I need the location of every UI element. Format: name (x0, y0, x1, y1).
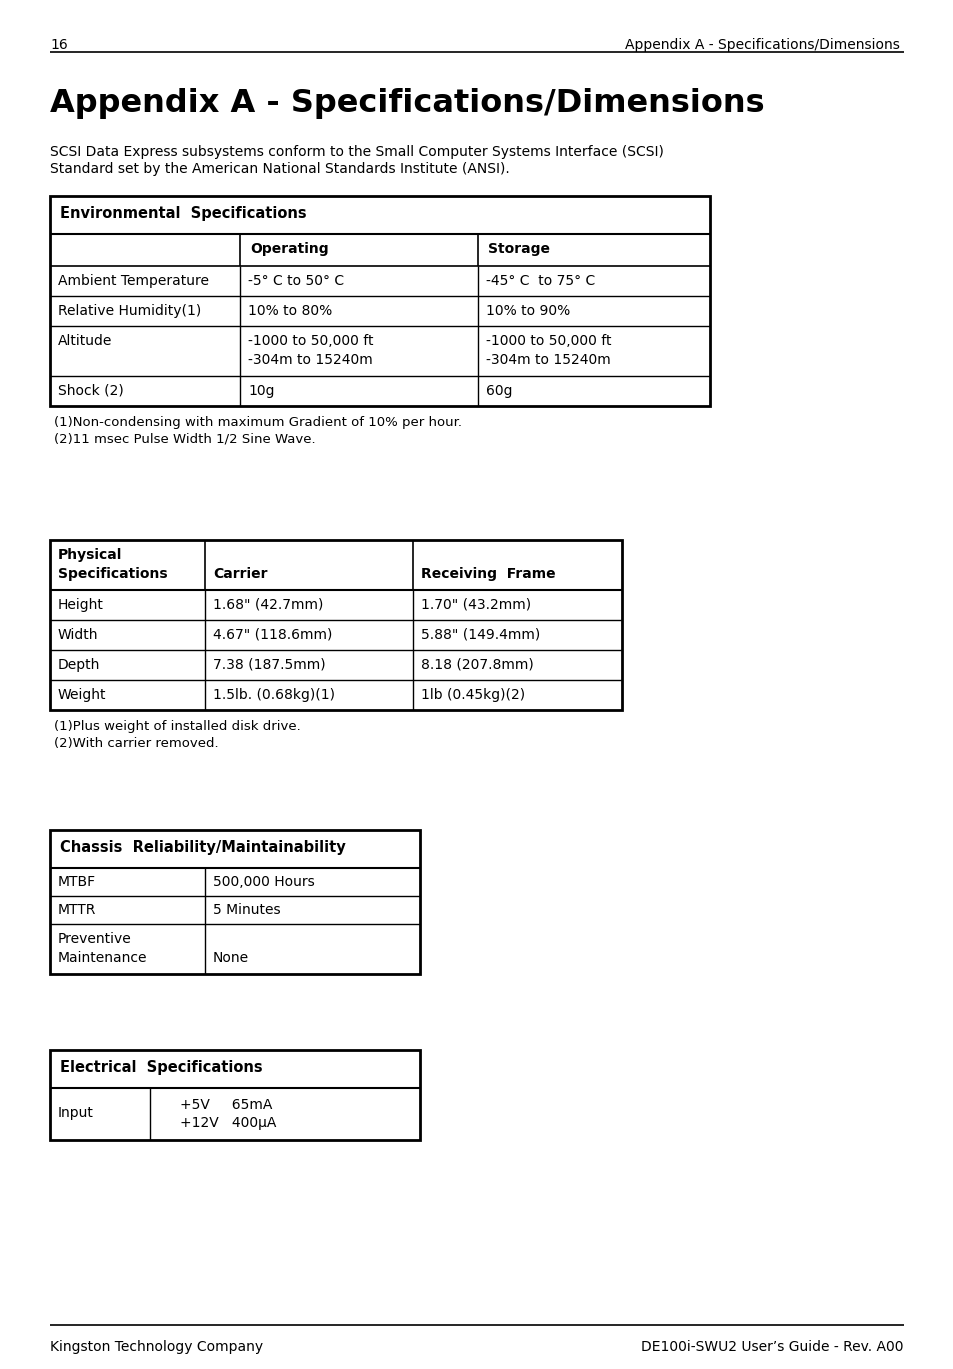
Text: MTTR: MTTR (58, 904, 96, 917)
Text: 1.5lb. (0.68kg)(1): 1.5lb. (0.68kg)(1) (213, 689, 335, 702)
Text: +12V   400μA: +12V 400μA (180, 1116, 276, 1129)
Text: 10g: 10g (248, 383, 274, 398)
Text: 5 Minutes: 5 Minutes (213, 904, 280, 917)
Text: 10% to 80%: 10% to 80% (248, 304, 332, 318)
Text: Input: Input (58, 1106, 93, 1120)
Text: Appendix A - Specifications/Dimensions: Appendix A - Specifications/Dimensions (50, 88, 763, 119)
Text: (2)With carrier removed.: (2)With carrier removed. (54, 737, 218, 750)
Bar (50, 196, 709, 407)
Text: Height: Height (58, 598, 104, 612)
Text: 7.38 (187.5mm): 7.38 (187.5mm) (213, 658, 325, 672)
Bar (50, 830, 419, 973)
Text: Electrical  Specifications: Electrical Specifications (60, 1060, 262, 1075)
Text: Weight: Weight (58, 689, 107, 702)
Text: -5° C to 50° C: -5° C to 50° C (248, 274, 344, 287)
Text: Depth: Depth (58, 658, 100, 672)
Text: -304m to 15240m: -304m to 15240m (485, 353, 610, 367)
Text: +5V     65mA: +5V 65mA (180, 1098, 273, 1112)
Text: Storage: Storage (488, 242, 550, 256)
Text: 16: 16 (50, 38, 68, 52)
Text: Maintenance: Maintenance (58, 951, 148, 965)
Text: MTBF: MTBF (58, 875, 96, 888)
Text: (2)11 msec Pulse Width 1/2 Sine Wave.: (2)11 msec Pulse Width 1/2 Sine Wave. (54, 433, 315, 446)
Text: Physical: Physical (58, 548, 122, 563)
Text: -1000 to 50,000 ft: -1000 to 50,000 ft (485, 334, 611, 348)
Text: Receiving  Frame: Receiving Frame (420, 567, 555, 580)
Text: (1)Plus weight of installed disk drive.: (1)Plus weight of installed disk drive. (54, 720, 300, 732)
Text: Standard set by the American National Standards Institute (ANSI).: Standard set by the American National St… (50, 162, 509, 177)
Text: 8.18 (207.8mm): 8.18 (207.8mm) (420, 658, 533, 672)
Text: Operating: Operating (250, 242, 328, 256)
Text: DE100i-SWU2 User’s Guide - Rev. A00: DE100i-SWU2 User’s Guide - Rev. A00 (640, 1340, 903, 1354)
Text: 1lb (0.45kg)(2): 1lb (0.45kg)(2) (420, 689, 524, 702)
Text: Appendix A - Specifications/Dimensions: Appendix A - Specifications/Dimensions (624, 38, 899, 52)
Bar (50, 1050, 419, 1140)
Text: 500,000 Hours: 500,000 Hours (213, 875, 314, 888)
Text: Ambient Temperature: Ambient Temperature (58, 274, 209, 287)
Text: Shock (2): Shock (2) (58, 383, 124, 398)
Text: SCSI Data Express subsystems conform to the Small Computer Systems Interface (SC: SCSI Data Express subsystems conform to … (50, 145, 663, 159)
Text: Carrier: Carrier (213, 567, 267, 580)
Text: Altitude: Altitude (58, 334, 112, 348)
Text: 1.68" (42.7mm): 1.68" (42.7mm) (213, 598, 323, 612)
Text: Environmental  Specifications: Environmental Specifications (60, 205, 306, 220)
Text: -1000 to 50,000 ft: -1000 to 50,000 ft (248, 334, 374, 348)
Text: None: None (213, 951, 249, 965)
Text: Width: Width (58, 628, 98, 642)
Text: Specifications: Specifications (58, 567, 168, 580)
Text: -304m to 15240m: -304m to 15240m (248, 353, 373, 367)
Bar (50, 539, 621, 711)
Text: Preventive: Preventive (58, 932, 132, 946)
Text: 10% to 90%: 10% to 90% (485, 304, 570, 318)
Text: 5.88" (149.4mm): 5.88" (149.4mm) (420, 628, 539, 642)
Text: Relative Humidity(1): Relative Humidity(1) (58, 304, 201, 318)
Text: Chassis  Reliability/Maintainability: Chassis Reliability/Maintainability (60, 841, 345, 856)
Text: Kingston Technology Company: Kingston Technology Company (50, 1340, 263, 1354)
Text: 60g: 60g (485, 383, 512, 398)
Text: -45° C  to 75° C: -45° C to 75° C (485, 274, 595, 287)
Text: (1)Non-condensing with maximum Gradient of 10% per hour.: (1)Non-condensing with maximum Gradient … (54, 416, 461, 428)
Text: 4.67" (118.6mm): 4.67" (118.6mm) (213, 628, 332, 642)
Text: 1.70" (43.2mm): 1.70" (43.2mm) (420, 598, 531, 612)
